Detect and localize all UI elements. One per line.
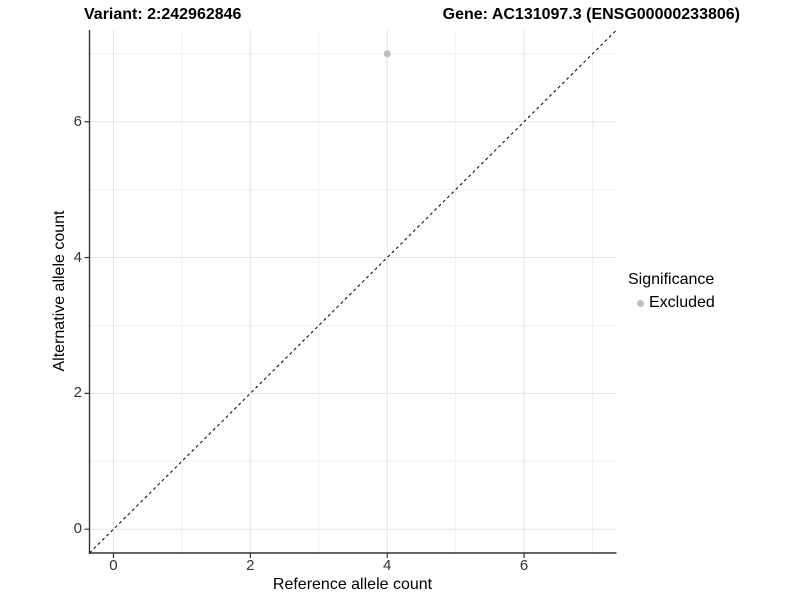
plot-title-variant: Variant: 2:242962846 (84, 6, 242, 23)
y-tick-label: 4 (73, 248, 82, 266)
data-point (383, 50, 391, 58)
identity-dashed-line (89, 29, 617, 554)
x-axis-title: Reference allele count (272, 576, 433, 593)
legend-item-excluded: Excluded (628, 294, 715, 312)
plot-title-gene: Gene: AC131097.3 (ENSG00000233806) (442, 6, 740, 23)
y-tick-label: 2 (73, 384, 82, 402)
y-axis-title: Alternative allele count (51, 210, 68, 372)
x-tick-label: 4 (383, 557, 392, 574)
x-tick-label: 6 (519, 557, 529, 574)
legend-title: Significance (628, 271, 715, 288)
x-tick-label: 2 (246, 557, 255, 574)
y-tick-label: 6 (73, 112, 82, 130)
legend: Significance Excluded (628, 271, 715, 312)
legend-item-label: Excluded (649, 294, 715, 311)
y-tick-label: 0 (73, 520, 82, 538)
legend-point-icon (637, 299, 644, 307)
x-tick-label: 0 (109, 557, 118, 574)
